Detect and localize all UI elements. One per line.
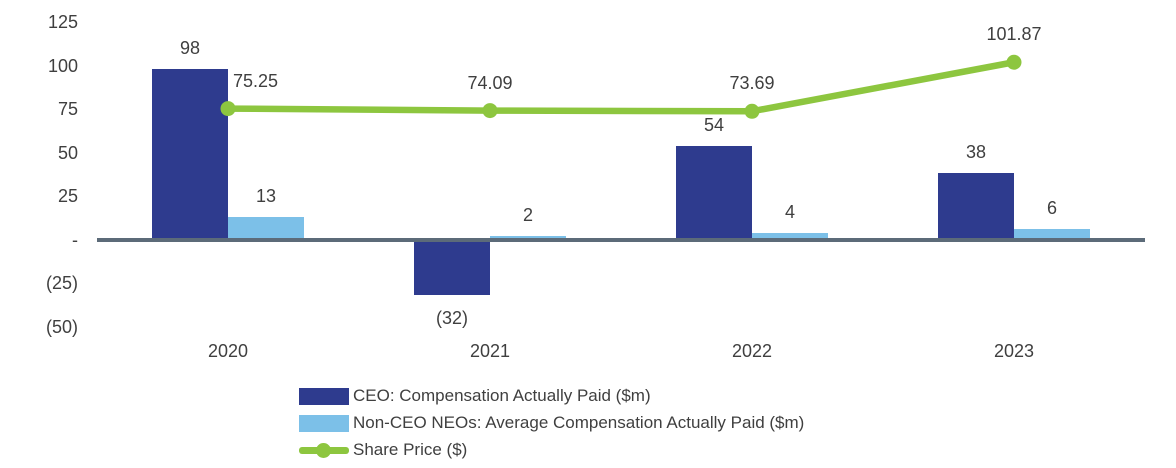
legend-item-share-price: Share Price ($): [299, 439, 804, 461]
y-axis-tick-label: 25: [57, 186, 78, 206]
legend-swatch-share-price-line: [299, 442, 349, 459]
y-axis-tick-label: 100: [47, 55, 78, 76]
bar-value-label: 13: [255, 185, 277, 206]
axis-baseline: [97, 237, 1145, 242]
legend: CEO: Compensation Actually Paid ($m) Non…: [299, 385, 804, 466]
x-axis-year-label: 2020: [207, 341, 249, 361]
legend-label-non-ceo-neos: Non-CEO NEOs: Average Compensation Actua…: [353, 413, 805, 432]
y-axis-tick-label: 125: [47, 12, 78, 32]
legend-swatch-neo-bar: [299, 414, 349, 432]
share-price-line: [224, 58, 1018, 115]
bar-value-label: 38: [965, 142, 987, 163]
bar-value-label: 6: [1046, 198, 1057, 219]
ceo-bar: [414, 239, 490, 296]
bar-value-label: 4: [784, 201, 795, 222]
legend-item-non-ceo-neos: Non-CEO NEOs: Average Compensation Actua…: [299, 412, 804, 434]
share-price-point: [482, 103, 498, 119]
bar-value-label: 54: [703, 114, 725, 135]
legend-swatch-ceo-bar: [299, 387, 349, 405]
y-axis-tick-label: (50): [45, 316, 78, 337]
y-axis-tick-label: 75: [57, 99, 78, 119]
y-axis-tick-label: -: [72, 229, 78, 250]
share-price-point: [1006, 54, 1022, 70]
legend-label-share-price: Share Price ($): [353, 440, 468, 459]
x-axis-year-label: 2022: [731, 341, 773, 361]
ceo-bar: [152, 68, 228, 240]
neo-bar: [1014, 229, 1090, 240]
legend-label-ceo: CEO: Compensation Actually Paid ($m): [353, 386, 651, 405]
dot-glyph: [316, 442, 331, 458]
y-axis-tick-label: 50: [57, 142, 78, 163]
x-axis-year-label: 2023: [993, 341, 1035, 361]
neo-bar: [752, 232, 828, 240]
ceo-bar: [938, 173, 1014, 240]
bar-value-label: 2: [522, 205, 533, 226]
y-axis-tick-label: (25): [45, 273, 78, 293]
share-price-value-label: 101.87: [986, 24, 1042, 45]
share-price-value-label: 75.25: [233, 70, 279, 91]
bar-value-label: (32): [435, 308, 468, 329]
bar-value-label: 98: [179, 37, 201, 58]
ceo-bar: [676, 145, 752, 240]
neo-bar: [228, 216, 304, 240]
x-axis-year-label: 2021: [469, 341, 511, 361]
legend-item-ceo: CEO: Compensation Actually Paid ($m): [299, 385, 804, 407]
share-price-value-label: 74.09: [467, 72, 513, 93]
share-price-value-label: 73.69: [729, 73, 775, 94]
